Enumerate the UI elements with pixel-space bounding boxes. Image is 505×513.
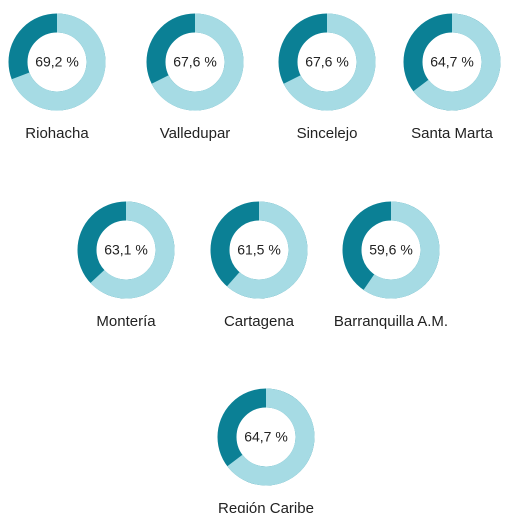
- donut-segment: [226, 201, 308, 299]
- category-label: Valledupar: [160, 125, 231, 142]
- category-label: Riohacha: [25, 125, 89, 142]
- donut-segment: [11, 13, 106, 111]
- value-label: 61,5 %: [237, 242, 281, 258]
- value-label: 67,6 %: [173, 54, 217, 70]
- donut-segment: [151, 13, 244, 111]
- value-label: 69,2 %: [35, 54, 79, 70]
- category-label: Montería: [96, 313, 156, 330]
- donut-segment: [90, 201, 175, 299]
- value-label: 64,7 %: [430, 54, 474, 70]
- category-label: Barranquilla A.M.: [334, 313, 448, 330]
- value-label: 64,7 %: [244, 429, 288, 445]
- category-label: Cartagena: [224, 313, 295, 330]
- category-label: Región Caribe: [218, 500, 314, 513]
- donut-segment: [227, 388, 315, 486]
- category-label: Santa Marta: [411, 125, 493, 142]
- donut-segment: [413, 13, 501, 111]
- donut-segment: [363, 201, 440, 299]
- category-label: Sincelejo: [297, 125, 358, 142]
- donut-segment: [283, 13, 376, 111]
- value-label: 63,1 %: [104, 242, 148, 258]
- value-label: 67,6 %: [305, 54, 349, 70]
- value-label: 59,6 %: [369, 242, 413, 258]
